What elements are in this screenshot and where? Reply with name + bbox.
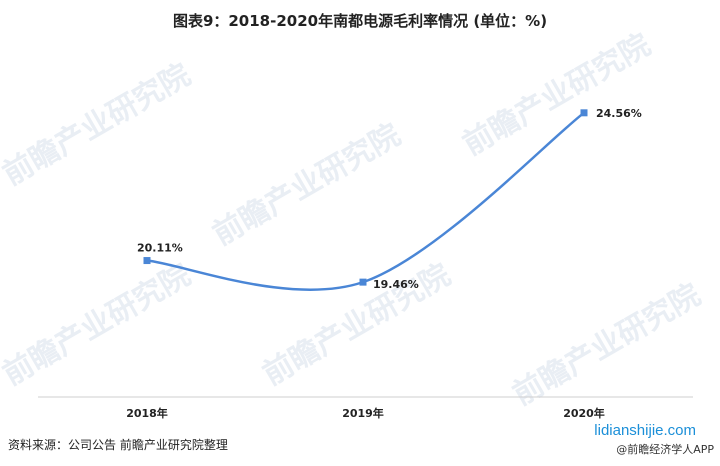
- data-point: [143, 257, 151, 265]
- chart-title: 图表9：2018-2020年南都电源毛利率情况 (单位：%): [172, 12, 548, 30]
- data-point: [359, 278, 367, 286]
- series-line: [145, 111, 586, 291]
- data-point: [580, 109, 588, 117]
- x-tick-label: 2018年: [126, 406, 168, 420]
- x-tick-label: 2019年: [342, 406, 384, 420]
- x-tick-label: 2020年: [563, 406, 605, 420]
- data-label: 19.46%: [373, 278, 419, 291]
- app-credit: @前瞻经济学人APP: [616, 443, 714, 456]
- source-note: 资料来源：公司公告 前瞻产业研究院整理: [8, 438, 228, 452]
- site-watermark: lidianshijie.com: [594, 422, 696, 439]
- data-label: 24.56%: [596, 107, 642, 120]
- data-label: 20.11%: [137, 242, 183, 255]
